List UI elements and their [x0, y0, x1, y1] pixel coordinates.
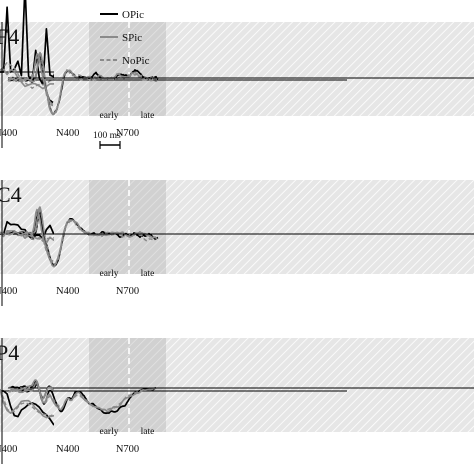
- late-window-label: late: [141, 269, 155, 279]
- n700-window: [89, 338, 166, 432]
- n400-label: N400: [56, 286, 79, 297]
- panel-f4: F4: [0, 22, 474, 148]
- n700-shade: [89, 180, 166, 274]
- n400-label: N400: [56, 444, 79, 455]
- electrode-label-f4: F4: [0, 24, 19, 49]
- erp-line-lt-nopic: [0, 61, 97, 89]
- n400-window: [54, 338, 89, 432]
- n700-label: N700: [116, 286, 139, 297]
- n700-label: N700: [116, 128, 139, 139]
- electrode-label-p4: P4: [0, 340, 19, 365]
- late-window-label: late: [141, 111, 155, 121]
- panel-cz: earlylateN700N400Cz: [1, 180, 347, 306]
- erp-line-p4-nopic: [7, 379, 54, 399]
- erp-line-cz-spic: [7, 206, 158, 268]
- panel-pz: earlylateN700N400Pz: [1, 338, 347, 464]
- n400-label: N400: [0, 128, 17, 139]
- early-window-label: early: [100, 427, 119, 437]
- erp-line-fz-opic: [8, 53, 159, 116]
- erp-line-pz-spic: [7, 381, 156, 413]
- legend-label-nopic: NoPic: [122, 55, 150, 67]
- early-window-label: early: [100, 111, 119, 121]
- chart-legend: OPic SPic NoPic 100 ms: [93, 9, 150, 149]
- erp-line-c4-nopic: [7, 212, 54, 262]
- n700-window: [89, 180, 166, 274]
- n400-label: N400: [0, 444, 17, 455]
- erp-line-fz-spic: [7, 51, 158, 116]
- legend-label-opic: OPic: [122, 9, 144, 21]
- legend-label-spic: SPic: [122, 32, 142, 44]
- n400-window: [54, 180, 89, 274]
- n700-label: N700: [116, 444, 139, 455]
- late-window-label: late: [141, 427, 155, 437]
- electrode-label-c4: C4: [0, 182, 22, 207]
- early-window-label: early: [100, 269, 119, 279]
- panel-p4: P4: [0, 338, 474, 464]
- n400-label: N400: [0, 286, 17, 297]
- n700-shade: [89, 338, 166, 432]
- panel-c4: C4: [0, 180, 474, 306]
- n400-label: N400: [56, 128, 79, 139]
- erp-line-f4-nopic: [7, 56, 53, 107]
- scale-bar-label: 100 ms: [93, 131, 121, 141]
